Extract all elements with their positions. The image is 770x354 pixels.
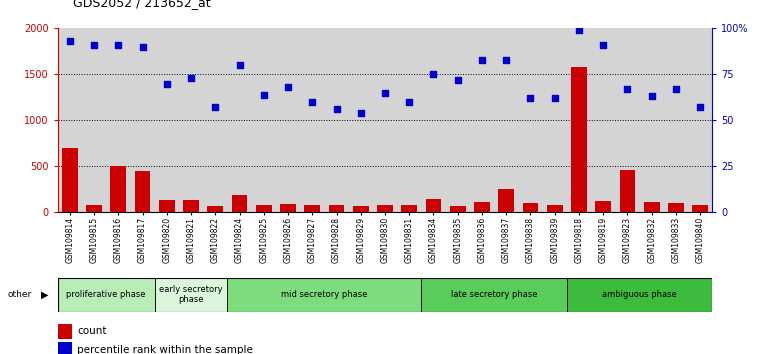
Bar — [110, 166, 126, 212]
Bar — [135, 171, 150, 212]
Bar — [232, 195, 247, 212]
Text: GDS2052 / 213652_at: GDS2052 / 213652_at — [73, 0, 211, 9]
Point — [161, 81, 173, 86]
Point — [621, 86, 634, 92]
Point — [500, 57, 512, 62]
Bar — [401, 205, 417, 212]
Bar — [183, 200, 199, 212]
Bar — [304, 205, 320, 212]
Bar — [668, 203, 684, 212]
Bar — [58, 278, 155, 312]
Text: ▶: ▶ — [41, 290, 49, 300]
Point — [573, 27, 585, 33]
Bar — [155, 278, 227, 312]
Bar — [426, 199, 441, 212]
Bar — [256, 205, 272, 212]
Point — [185, 75, 197, 81]
Text: count: count — [77, 326, 107, 336]
Bar — [547, 205, 563, 212]
Point — [645, 93, 658, 99]
Point — [209, 105, 222, 110]
Point — [379, 90, 391, 96]
Bar — [450, 206, 466, 212]
Bar — [692, 205, 708, 212]
Bar — [227, 278, 421, 312]
Point — [136, 44, 149, 50]
Bar — [421, 278, 567, 312]
Point — [451, 77, 464, 83]
Bar — [353, 206, 369, 212]
Text: ambiguous phase: ambiguous phase — [602, 290, 677, 299]
Point — [597, 42, 609, 48]
Bar — [498, 189, 514, 212]
Point — [282, 84, 294, 90]
Bar — [86, 205, 102, 212]
Text: other: other — [8, 290, 32, 299]
Point — [476, 57, 488, 62]
Bar — [595, 201, 611, 212]
Text: percentile rank within the sample: percentile rank within the sample — [77, 345, 253, 354]
Text: early secretory
phase: early secretory phase — [159, 285, 223, 304]
Point — [524, 96, 537, 101]
Bar — [207, 206, 223, 212]
Bar — [58, 324, 72, 339]
Point — [694, 105, 706, 110]
Bar — [571, 67, 587, 212]
Point — [64, 38, 76, 44]
Bar — [58, 342, 72, 354]
Bar — [377, 205, 393, 212]
Text: mid secretory phase: mid secretory phase — [281, 290, 367, 299]
Point — [233, 62, 246, 68]
Point — [258, 92, 270, 97]
Bar — [159, 200, 175, 212]
Point — [548, 96, 561, 101]
Point — [112, 42, 125, 48]
Point — [403, 99, 415, 105]
Bar — [567, 278, 712, 312]
Bar — [280, 204, 296, 212]
Point — [427, 72, 440, 77]
Text: proliferative phase: proliferative phase — [66, 290, 146, 299]
Point — [306, 99, 319, 105]
Bar — [620, 170, 635, 212]
Text: late secretory phase: late secretory phase — [450, 290, 537, 299]
Point — [88, 42, 100, 48]
Bar — [62, 148, 78, 212]
Bar — [523, 203, 538, 212]
Bar — [474, 202, 490, 212]
Point — [355, 110, 367, 116]
Bar — [329, 205, 344, 212]
Point — [670, 86, 682, 92]
Bar — [644, 202, 660, 212]
Point — [330, 107, 343, 112]
